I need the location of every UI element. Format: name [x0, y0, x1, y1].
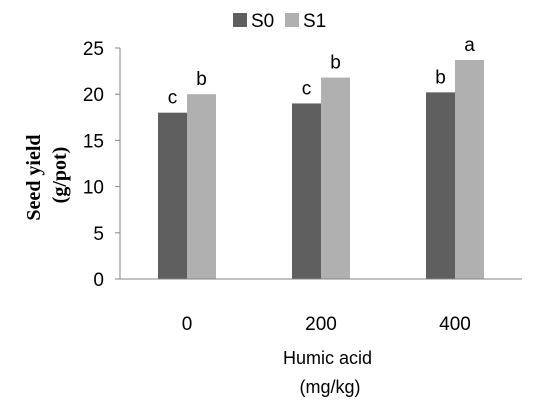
bar-s0-400	[426, 92, 455, 280]
y-tick-label: 10	[83, 178, 104, 199]
y-tick-label: 0	[93, 270, 104, 291]
legend-swatch-s0	[233, 13, 247, 27]
legend-label-s1: S1	[303, 11, 326, 32]
x-axis: 0 200 400	[120, 278, 522, 335]
x-tick-label: 0	[182, 314, 193, 335]
data-label-s0-200: c	[302, 78, 312, 99]
x-axis-title-line-1: Humic acid	[283, 348, 372, 368]
bar-s1-0	[187, 94, 216, 279]
y-tick-label: 5	[93, 224, 104, 245]
x-tick-label: 200	[305, 314, 337, 335]
data-label-s1-0: b	[196, 69, 207, 90]
data-label-s1-200: b	[330, 53, 341, 74]
y-axis-title-line-1: Seed yield	[23, 134, 45, 220]
data-label-s0-400: b	[435, 67, 446, 88]
bar-s1-400	[455, 60, 484, 280]
legend-label-s0: S0	[251, 11, 274, 32]
x-tick-label: 400	[439, 314, 471, 335]
y-tick-label: 25	[83, 39, 104, 60]
y-tick-label: 20	[83, 85, 104, 106]
data-label-s1-400: a	[464, 35, 475, 56]
bar-s1-200	[321, 77, 350, 280]
bars	[158, 60, 484, 280]
y-tick-label: 15	[83, 131, 104, 152]
bar-s0-0	[158, 112, 187, 280]
x-axis-title: Humic acid (mg/kg)	[283, 348, 377, 397]
x-axis-title-line-2: (mg/kg)	[299, 377, 360, 397]
legend: S0 S1	[233, 11, 326, 32]
legend-swatch-s1	[285, 13, 299, 27]
y-axis-title-line-2: (g/pot)	[49, 147, 71, 204]
y-axis: 0 5 10 15 20 25	[83, 39, 121, 291]
y-axis-title: Seed yield (g/pot)	[23, 129, 71, 220]
bar-s0-200	[292, 103, 321, 279]
data-label-s0-0: c	[168, 88, 178, 109]
